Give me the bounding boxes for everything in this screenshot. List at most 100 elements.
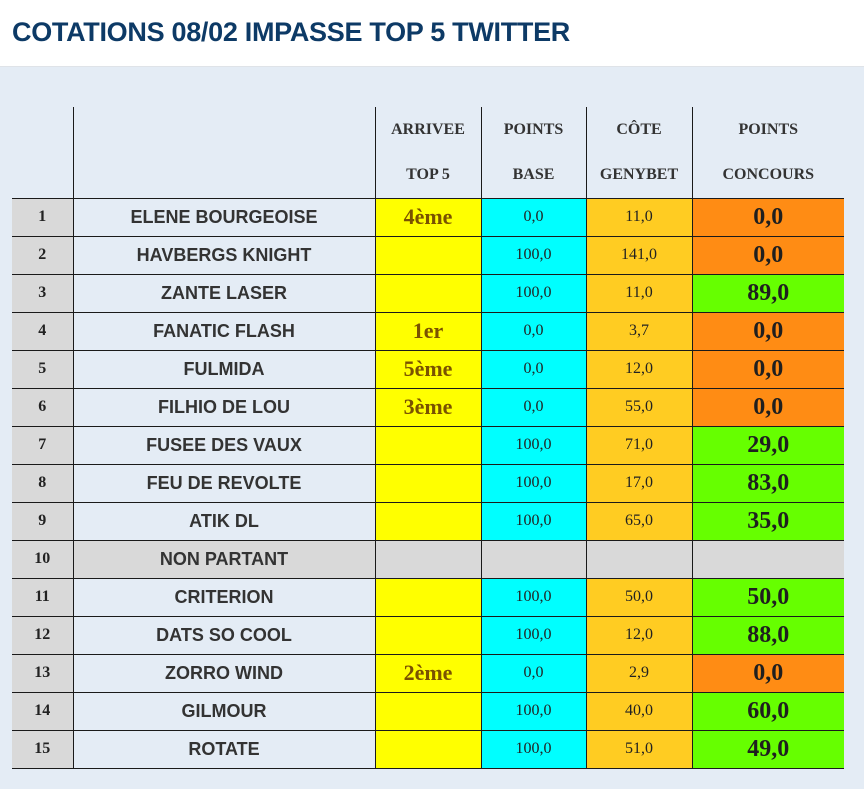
arrivee-cell <box>374 615 481 654</box>
header-base: POINTS BASE <box>480 107 586 198</box>
cote-genybet-cell <box>585 539 692 578</box>
header-arrivee: ARRIVEE TOP 5 <box>374 107 481 198</box>
points-base-cell: 0,0 <box>480 349 586 388</box>
header-number <box>12 107 73 198</box>
header-name <box>72 107 375 198</box>
arrivee-cell <box>374 691 481 730</box>
points-concours-cell: 50,0 <box>691 577 844 616</box>
horse-name: HAVBERGS KNIGHT <box>72 235 375 274</box>
row-number: 2 <box>12 235 73 274</box>
cotations-table: ARRIVEE TOP 5 POINTS BASE CÔTE GENYBET P… <box>12 107 844 769</box>
header-arrivee-line1: ARRIVEE <box>391 121 465 139</box>
cote-genybet-cell: 2,9 <box>585 653 692 692</box>
cote-genybet-cell: 3,7 <box>585 311 692 350</box>
points-concours-cell: 0,0 <box>691 349 844 388</box>
table-row: 3 ZANTE LASER 100,0 11,0 89,0 <box>12 273 844 312</box>
cote-genybet-cell: 11,0 <box>585 197 692 236</box>
row-number: 5 <box>12 349 73 388</box>
horse-name: ATIK DL <box>72 501 375 540</box>
points-concours-cell: 49,0 <box>691 729 844 769</box>
cote-genybet-cell: 55,0 <box>585 387 692 426</box>
table-body: 1 ELENE BOURGEOISE 4ème 0,0 11,0 0,0 2 HAVBERGS… <box>12 197 844 769</box>
row-number: 9 <box>12 501 73 540</box>
horse-name: NON PARTANT <box>72 539 375 578</box>
row-number: 3 <box>12 273 73 312</box>
table-row: 4 FANATIC FLASH 1er 0,0 3,7 0,0 <box>12 311 844 350</box>
points-base-cell: 100,0 <box>480 691 586 730</box>
cote-genybet-cell: 12,0 <box>585 349 692 388</box>
row-number: 11 <box>12 577 73 616</box>
row-number: 10 <box>12 539 73 578</box>
cote-genybet-cell: 11,0 <box>585 273 692 312</box>
horse-name: ZANTE LASER <box>72 273 375 312</box>
arrivee-cell <box>374 539 481 578</box>
points-base-cell: 100,0 <box>480 235 586 274</box>
horse-name: GILMOUR <box>72 691 375 730</box>
horse-name: CRITERION <box>72 577 375 616</box>
arrivee-cell <box>374 463 481 502</box>
cote-genybet-cell: 141,0 <box>585 235 692 274</box>
page-header: COTATIONS 08/02 IMPASSE TOP 5 TWITTER <box>0 0 864 67</box>
points-base-cell: 0,0 <box>480 387 586 426</box>
points-concours-cell: 83,0 <box>691 463 844 502</box>
points-base-cell: 100,0 <box>480 425 586 464</box>
row-number: 14 <box>12 691 73 730</box>
arrivee-cell <box>374 501 481 540</box>
row-number: 15 <box>12 729 73 769</box>
horse-name: FEU DE REVOLTE <box>72 463 375 502</box>
table-row: 13 ZORRO WIND 2ème 0,0 2,9 0,0 <box>12 653 844 692</box>
row-number: 8 <box>12 463 73 502</box>
arrivee-cell <box>374 577 481 616</box>
points-base-cell: 100,0 <box>480 273 586 312</box>
horse-name: DATS SO COOL <box>72 615 375 654</box>
cote-genybet-cell: 71,0 <box>585 425 692 464</box>
points-base-cell: 0,0 <box>480 311 586 350</box>
table-row: 1 ELENE BOURGEOISE 4ème 0,0 11,0 0,0 <box>12 197 844 236</box>
header-base-line1: POINTS <box>503 121 564 139</box>
horse-name: ZORRO WIND <box>72 653 375 692</box>
table-row: 11 CRITERION 100,0 50,0 50,0 <box>12 577 844 616</box>
row-number: 7 <box>12 425 73 464</box>
table-row: 5 FULMIDA 5ème 0,0 12,0 0,0 <box>12 349 844 388</box>
arrivee-cell: 3ème <box>374 387 481 426</box>
header-arrivee-line2: TOP 5 <box>406 166 450 184</box>
points-concours-cell: 89,0 <box>691 273 844 312</box>
horse-name: ELENE BOURGEOISE <box>72 197 375 236</box>
cote-genybet-cell: 50,0 <box>585 577 692 616</box>
arrivee-cell <box>374 729 481 769</box>
table-row: 10 NON PARTANT <box>12 539 844 578</box>
header-concours: POINTS CONCOURS <box>691 107 844 198</box>
row-number: 12 <box>12 615 73 654</box>
points-base-cell: 100,0 <box>480 729 586 769</box>
arrivee-cell <box>374 425 481 464</box>
table-row: 14 GILMOUR 100,0 40,0 60,0 <box>12 691 844 730</box>
table-row: 2 HAVBERGS KNIGHT 100,0 141,0 0,0 <box>12 235 844 274</box>
points-concours-cell: 35,0 <box>691 501 844 540</box>
points-base-cell: 100,0 <box>480 463 586 502</box>
table-row: 9 ATIK DL 100,0 65,0 35,0 <box>12 501 844 540</box>
arrivee-cell: 4ème <box>374 197 481 236</box>
points-concours-cell: 88,0 <box>691 615 844 654</box>
header-concours-line2: CONCOURS <box>722 166 815 184</box>
points-concours-cell: 60,0 <box>691 691 844 730</box>
header-concours-line1: POINTS <box>738 121 799 139</box>
horse-name: FANATIC FLASH <box>72 311 375 350</box>
arrivee-cell <box>374 235 481 274</box>
row-number: 13 <box>12 653 73 692</box>
horse-name: FILHIO DE LOU <box>72 387 375 426</box>
points-concours-cell: 0,0 <box>691 653 844 692</box>
cote-genybet-cell: 17,0 <box>585 463 692 502</box>
header-cote-line2: GENYBET <box>599 166 679 184</box>
points-concours-cell: 0,0 <box>691 235 844 274</box>
table-row: 6 FILHIO DE LOU 3ème 0,0 55,0 0,0 <box>12 387 844 426</box>
arrivee-cell: 1er <box>374 311 481 350</box>
points-concours-cell: 0,0 <box>691 197 844 236</box>
table-row: 8 FEU DE REVOLTE 100,0 17,0 83,0 <box>12 463 844 502</box>
table-row: 15 ROTATE 100,0 51,0 49,0 <box>12 729 844 769</box>
points-base-cell: 0,0 <box>480 653 586 692</box>
cote-genybet-cell: 65,0 <box>585 501 692 540</box>
page-title: COTATIONS 08/02 IMPASSE TOP 5 TWITTER <box>12 17 570 47</box>
cote-genybet-cell: 12,0 <box>585 615 692 654</box>
cote-genybet-cell: 51,0 <box>585 729 692 769</box>
points-base-cell <box>480 539 586 578</box>
